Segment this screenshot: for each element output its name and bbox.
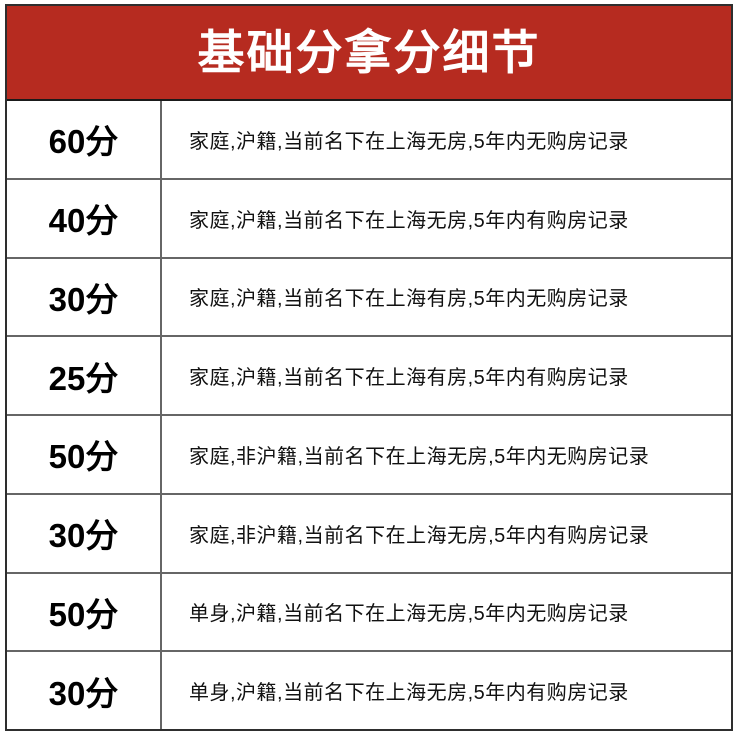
score-cell: 50分	[7, 416, 162, 493]
score-cell: 50分	[7, 573, 162, 651]
description-cell: 家庭,非沪籍,当前名下在上海无房,5年内无购房记录	[189, 445, 650, 468]
table-row: 30分 家庭,非沪籍,当前名下在上海无房,5年内有购房记录	[7, 492, 731, 572]
table-row: 30分 家庭,沪籍,当前名下在上海有房,5年内无购房记录	[7, 256, 731, 336]
table-row: 30分 单身,沪籍,当前名下在上海无房,5年内有购房记录	[7, 650, 731, 729]
score-cell: 40分	[7, 179, 162, 257]
score-cell: 30分	[7, 652, 162, 729]
score-cell: 60分	[7, 101, 162, 178]
score-details-table: 基础分拿分细节 60分 家庭,沪籍,当前名下在上海无房,5年内无购房记录 40分…	[5, 4, 733, 731]
description-cell: 家庭,沪籍,当前名下在上海有房,5年内无购房记录	[189, 288, 629, 311]
score-cell: 30分	[7, 494, 162, 572]
description-cell: 单身,沪籍,当前名下在上海无房,5年内有购房记录	[189, 682, 629, 705]
table-row: 40分 家庭,沪籍,当前名下在上海无房,5年内有购房记录	[7, 177, 731, 257]
table-title: 基础分拿分细节	[197, 26, 541, 79]
description-cell: 家庭,沪籍,当前名下在上海无房,5年内有购房记录	[189, 209, 629, 232]
table-row: 50分 家庭,非沪籍,当前名下在上海无房,5年内无购房记录	[7, 414, 731, 493]
table-row: 60分 家庭,沪籍,当前名下在上海无房,5年内无购房记录	[7, 101, 731, 178]
score-cell: 25分	[7, 337, 162, 414]
description-cell: 家庭,非沪籍,当前名下在上海无房,5年内有购房记录	[189, 524, 650, 547]
table-header: 基础分拿分细节	[7, 6, 731, 101]
table-row: 25分 家庭,沪籍,当前名下在上海有房,5年内有购房记录	[7, 335, 731, 414]
table-row: 50分 单身,沪籍,当前名下在上海无房,5年内无购房记录	[7, 571, 731, 651]
description-cell: 家庭,沪籍,当前名下在上海有房,5年内有购房记录	[189, 367, 629, 390]
score-cell: 30分	[7, 258, 162, 336]
description-cell: 家庭,沪籍,当前名下在上海无房,5年内无购房记录	[189, 130, 629, 153]
description-cell: 单身,沪籍,当前名下在上海无房,5年内无购房记录	[189, 603, 629, 626]
